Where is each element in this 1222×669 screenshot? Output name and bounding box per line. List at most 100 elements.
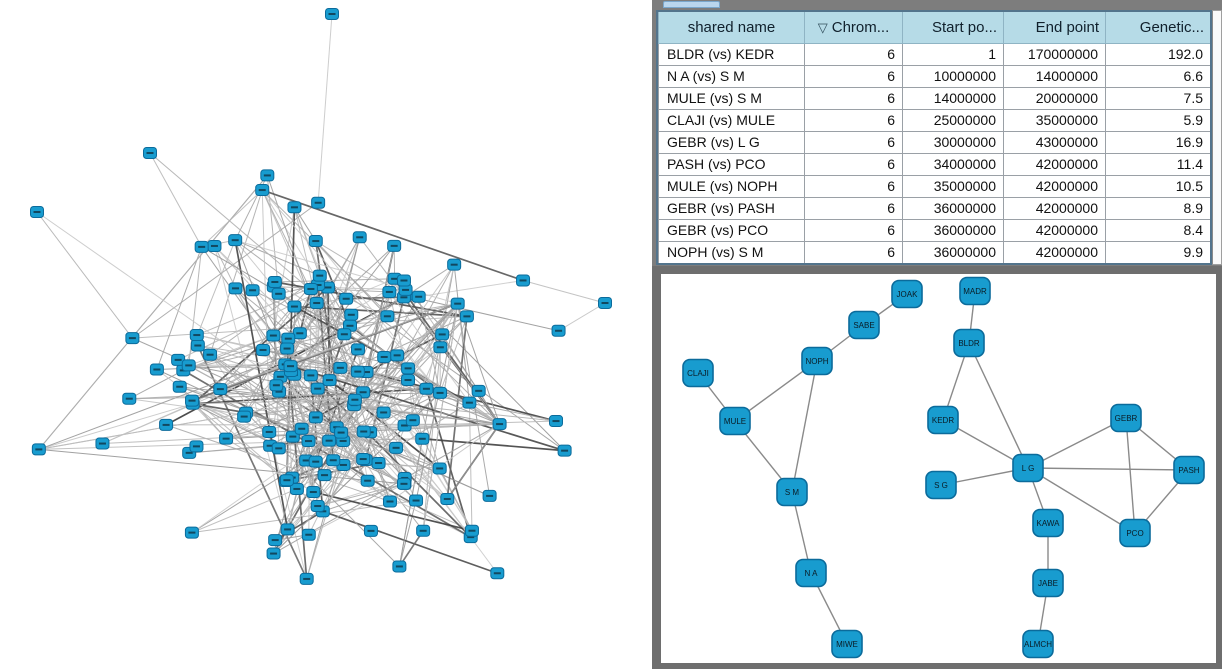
- table-row[interactable]: CLAJI (vs) MULE 6 25000000 35000000 5.9: [658, 108, 1210, 132]
- graph-node[interactable]: [203, 348, 218, 361]
- graph-node[interactable]: [548, 415, 563, 428]
- graph-node[interactable]: [172, 380, 187, 393]
- graph-node[interactable]: [292, 327, 307, 340]
- graph-node[interactable]: [352, 231, 367, 244]
- graph-node[interactable]: [462, 396, 477, 409]
- graph-node[interactable]: [317, 469, 332, 482]
- graph-node[interactable]: [356, 425, 371, 438]
- graph-node-ALMCH[interactable]: ALMCH: [1022, 629, 1054, 659]
- graph-node[interactable]: [207, 239, 222, 252]
- graph-node[interactable]: [333, 361, 348, 374]
- graph-node-JABE[interactable]: JABE: [1032, 568, 1064, 598]
- table-row[interactable]: PASH (vs) PCO 6 34000000 42000000 11.4: [658, 152, 1210, 176]
- graph-node[interactable]: [405, 414, 420, 427]
- graph-node[interactable]: [266, 547, 281, 560]
- column-header-start_point[interactable]: Start po...: [902, 12, 1004, 44]
- graph-node[interactable]: [289, 482, 304, 495]
- sub-network-panel[interactable]: JOAK MADR SABE BLDR NOPH CLAJI KEDR GEBR MULE L G…: [661, 274, 1216, 663]
- graph-node[interactable]: [255, 184, 270, 197]
- table-row[interactable]: BLDR (vs) KEDR 6 1 170000000 192.0: [658, 42, 1210, 66]
- graph-node[interactable]: [301, 528, 316, 541]
- graph-node[interactable]: [419, 382, 434, 395]
- graph-node[interactable]: [181, 359, 196, 372]
- table-scrollbar[interactable]: [1212, 10, 1222, 265]
- graph-node-KEDR[interactable]: KEDR: [927, 405, 959, 435]
- graph-node[interactable]: [185, 394, 200, 407]
- column-header-shared_name[interactable]: shared name: [658, 12, 805, 44]
- graph-node[interactable]: [390, 349, 405, 362]
- filter-icon[interactable]: ▽: [817, 19, 828, 35]
- graph-node[interactable]: [344, 308, 359, 321]
- graph-node[interactable]: [311, 196, 326, 209]
- graph-node[interactable]: [339, 292, 354, 305]
- graph-node[interactable]: [30, 206, 44, 218]
- table-row[interactable]: NOPH (vs) S M 6 36000000 42000000 9.9: [658, 240, 1210, 263]
- table-row[interactable]: N A (vs) S M 6 10000000 14000000 6.6: [658, 64, 1210, 88]
- graph-node[interactable]: [189, 329, 204, 342]
- graph-node[interactable]: [401, 374, 416, 387]
- graph-node[interactable]: [271, 287, 286, 300]
- graph-node[interactable]: [194, 240, 209, 253]
- graph-node[interactable]: [190, 339, 205, 352]
- graph-node-PCO[interactable]: PCO: [1119, 518, 1151, 548]
- column-header-chromosome[interactable]: ▽ Chrom...: [804, 12, 903, 44]
- graph-node[interactable]: [401, 362, 416, 375]
- graph-node[interactable]: [450, 297, 465, 310]
- sub-network-canvas[interactable]: JOAK MADR SABE BLDR NOPH CLAJI KEDR GEBR MULE L G…: [661, 274, 1216, 663]
- graph-node[interactable]: [31, 443, 46, 456]
- graph-node[interactable]: [516, 274, 531, 287]
- graph-node[interactable]: [213, 383, 228, 396]
- graph-node[interactable]: [350, 365, 365, 378]
- main-network-panel[interactable]: [0, 0, 652, 669]
- graph-node[interactable]: [351, 343, 366, 356]
- graph-node[interactable]: [271, 442, 286, 455]
- graph-node[interactable]: [122, 392, 137, 405]
- graph-node-SABE[interactable]: SABE: [848, 310, 880, 340]
- graph-node[interactable]: [464, 524, 479, 537]
- graph-node[interactable]: [266, 329, 281, 342]
- graph-node[interactable]: [287, 300, 302, 313]
- graph-node[interactable]: [334, 426, 349, 439]
- graph-node[interactable]: [237, 410, 252, 423]
- graph-node[interactable]: [447, 258, 462, 271]
- graph-node[interactable]: [459, 310, 474, 323]
- graph-node[interactable]: [440, 492, 455, 505]
- graph-node[interactable]: [471, 384, 486, 397]
- graph-node[interactable]: [308, 235, 323, 248]
- graph-node[interactable]: [432, 462, 447, 475]
- graph-node[interactable]: [322, 434, 337, 447]
- graph-node[interactable]: [280, 342, 295, 355]
- graph-node[interactable]: [382, 495, 397, 508]
- graph-node[interactable]: [281, 332, 296, 345]
- graph-node-SG[interactable]: S G: [925, 470, 957, 500]
- graph-node[interactable]: [598, 297, 612, 309]
- graph-node[interactable]: [337, 328, 352, 341]
- graph-node[interactable]: [416, 524, 431, 537]
- graph-node[interactable]: [433, 386, 448, 399]
- main-network-canvas[interactable]: [0, 0, 652, 669]
- graph-node[interactable]: [376, 406, 391, 419]
- graph-node[interactable]: [382, 285, 397, 298]
- graph-node[interactable]: [159, 418, 174, 431]
- graph-node[interactable]: [219, 432, 234, 445]
- graph-node[interactable]: [371, 457, 386, 470]
- graph-node[interactable]: [415, 432, 430, 445]
- graph-node[interactable]: [308, 411, 323, 424]
- graph-node[interactable]: [228, 282, 243, 295]
- graph-node-MADR[interactable]: MADR: [959, 276, 991, 306]
- graph-node[interactable]: [95, 437, 110, 450]
- graph-node-BLDR[interactable]: BLDR: [953, 328, 985, 358]
- graph-node[interactable]: [268, 534, 283, 547]
- graph-node[interactable]: [309, 297, 324, 310]
- graph-node[interactable]: [310, 500, 325, 513]
- graph-node[interactable]: [283, 360, 298, 373]
- graph-node-MULE[interactable]: MULE: [719, 406, 751, 436]
- graph-node[interactable]: [245, 284, 260, 297]
- graph-node[interactable]: [312, 269, 327, 282]
- graph-node[interactable]: [303, 282, 318, 295]
- table-row[interactable]: GEBR (vs) PASH 6 36000000 42000000 8.9: [658, 196, 1210, 220]
- graph-node-NA[interactable]: N A: [795, 558, 827, 588]
- graph-node-LG[interactable]: L G: [1012, 453, 1044, 483]
- graph-node-CLAJI[interactable]: CLAJI: [682, 358, 714, 388]
- graph-node[interactable]: [396, 274, 411, 287]
